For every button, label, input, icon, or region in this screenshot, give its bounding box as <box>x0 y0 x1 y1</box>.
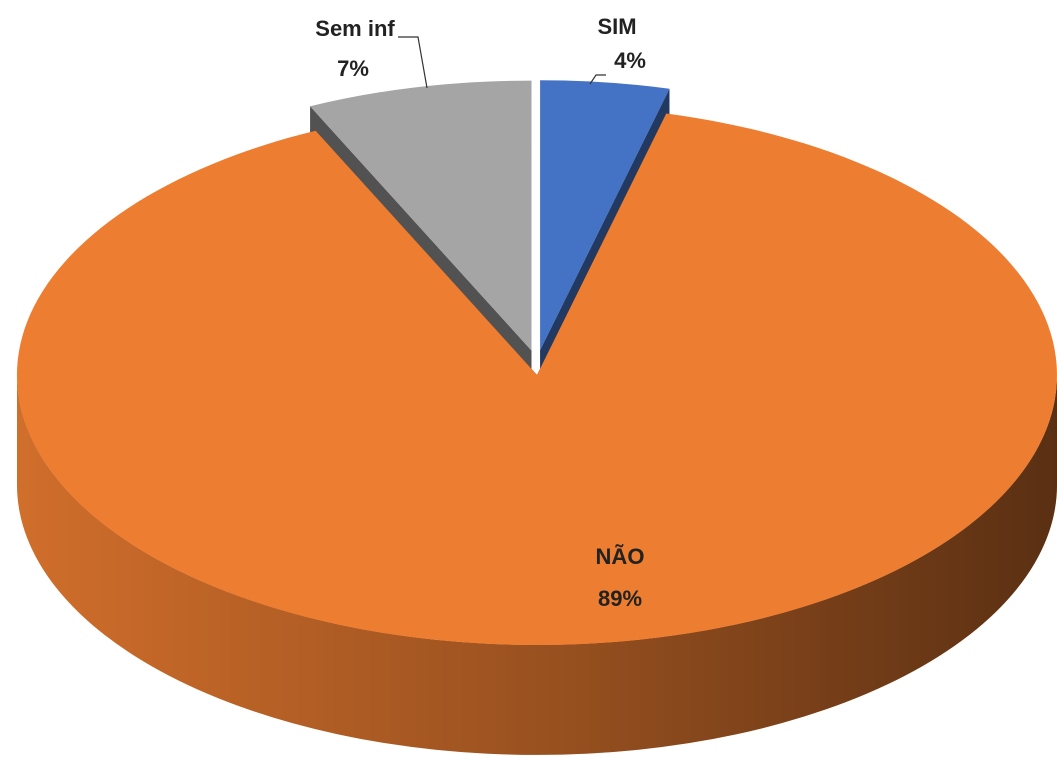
leader-line <box>589 74 606 85</box>
slice-side-shade <box>17 375 1057 755</box>
label-category: Sem inf <box>315 16 395 41</box>
data-labels: SIM 4% NÃO 89% Sem inf 7% <box>315 14 646 611</box>
label-category: SIM <box>597 14 636 39</box>
label-category: NÃO <box>596 544 645 569</box>
slice <box>310 80 532 351</box>
leader-line <box>398 36 428 89</box>
pie <box>16 80 1057 755</box>
slice <box>16 113 1057 646</box>
label-value: 89% <box>598 586 642 611</box>
label-value: 7% <box>337 56 369 81</box>
label-value: 4% <box>614 48 646 73</box>
slice <box>540 80 670 351</box>
